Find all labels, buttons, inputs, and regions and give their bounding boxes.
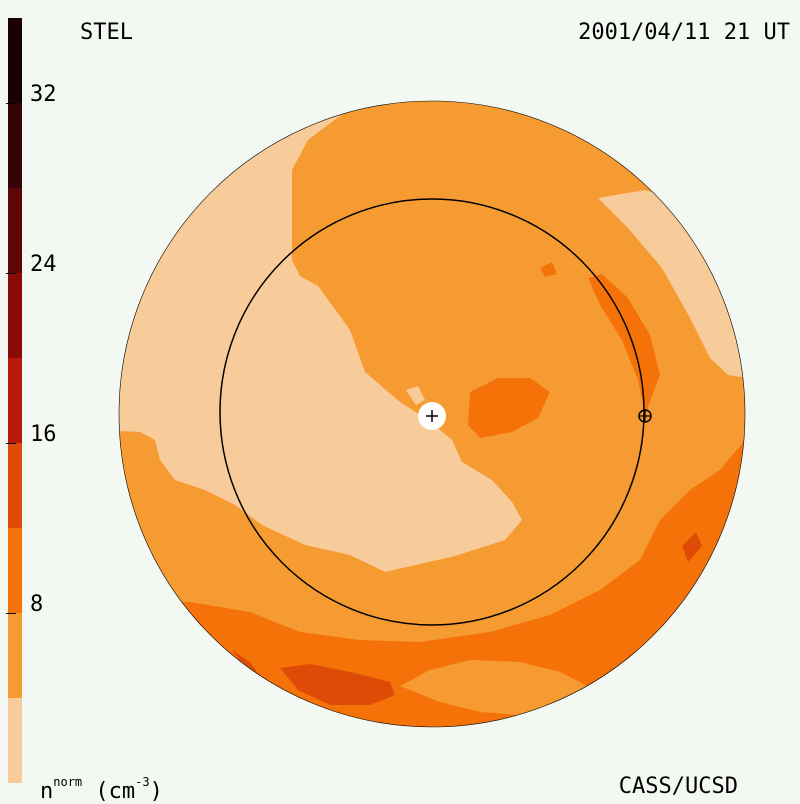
earth-orbit xyxy=(219,198,645,626)
colorbar-segment xyxy=(8,103,22,188)
colorbar-segment xyxy=(8,188,22,273)
source-label: STEL xyxy=(80,20,133,45)
colorbar-segment xyxy=(8,443,22,528)
sun-marker xyxy=(418,402,446,430)
colorbar-segment xyxy=(8,528,22,613)
colorbar-tick-mark xyxy=(6,103,16,104)
colorbar-tick-label: 16 xyxy=(30,422,57,447)
density-level-0-4-patch xyxy=(406,386,425,405)
colorbar-tick-mark xyxy=(6,273,16,274)
colorbar-segment xyxy=(8,18,22,103)
colorbar-tick-label: 24 xyxy=(30,252,57,277)
unit-quantity-sup: norm xyxy=(53,775,83,789)
density-level-8-12-south xyxy=(119,420,745,727)
unit-quantity: n xyxy=(40,779,54,804)
colorbar-segment xyxy=(8,698,22,783)
timestamp: 2001/04/11 21 UT xyxy=(578,20,790,45)
colorbar xyxy=(8,18,22,783)
colorbar-segment xyxy=(8,358,22,443)
colorbar-tick-label: 32 xyxy=(30,82,57,107)
density-level-0-4-west xyxy=(119,101,522,572)
unit-close: ) xyxy=(149,779,163,804)
colorbar-segment xyxy=(8,613,22,698)
colorbar-unit-label: nnorm (cm-3) xyxy=(40,776,163,803)
colorbar-tick-mark xyxy=(6,443,16,444)
density-level-12-16-southwest xyxy=(232,650,260,676)
unit-open: (cm xyxy=(95,779,136,804)
density-level-4-8-south-patch xyxy=(400,660,595,715)
density-level-12-16-south xyxy=(280,664,395,705)
density-level-8-12-center xyxy=(468,378,550,438)
colorbar-tick-mark xyxy=(6,613,16,614)
colorbar-segment xyxy=(8,273,22,358)
disk-outline xyxy=(118,100,746,728)
density-level-8-12-spot xyxy=(540,262,557,277)
colorbar-tick-label: 8 xyxy=(30,592,44,617)
unit-exponent: -3 xyxy=(135,775,150,789)
earth-marker xyxy=(638,409,652,423)
density-level-12-16-east xyxy=(682,532,702,562)
credit-label: CASS/UCSD xyxy=(618,774,738,799)
